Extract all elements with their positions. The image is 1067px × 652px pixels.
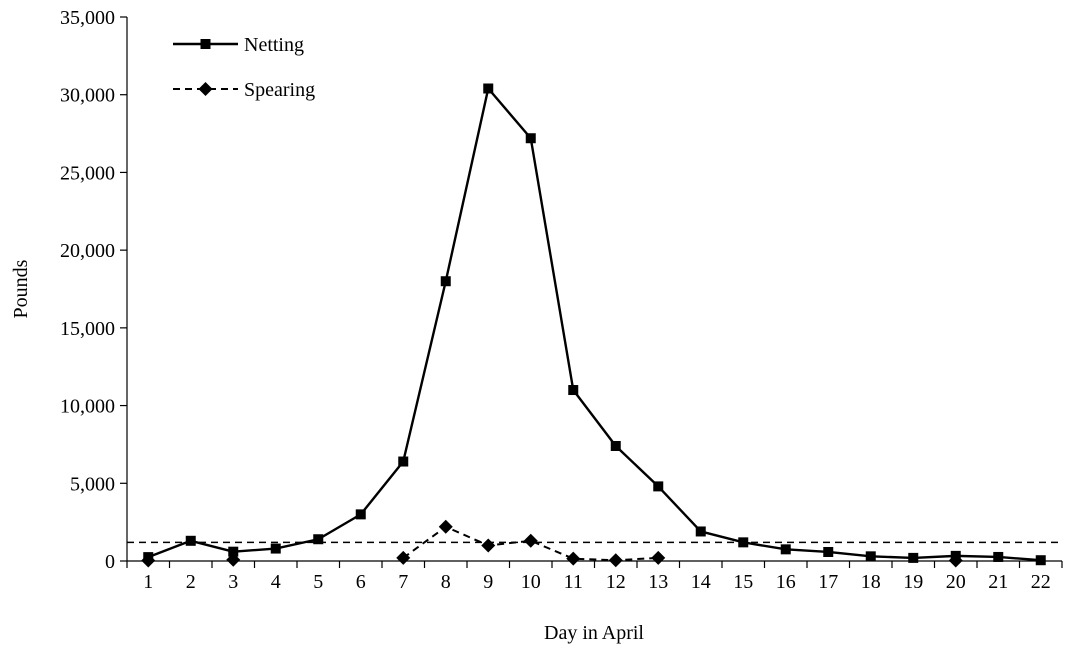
legend-netting-label: Netting: [244, 34, 304, 56]
netting-point: [610, 440, 621, 451]
x-tick-label: 21: [988, 571, 1008, 593]
spearing-point: [226, 552, 241, 567]
legend: Netting Spearing: [173, 34, 315, 101]
netting-point: [483, 83, 494, 94]
netting-point: [185, 535, 196, 546]
x-tick-label: 9: [483, 571, 493, 593]
x-tick-label: 7: [398, 571, 408, 593]
netting-point: [738, 537, 749, 548]
y-tick-label: 5,000: [70, 473, 115, 495]
legend-netting-marker: [200, 39, 211, 49]
netting-point: [908, 552, 919, 563]
netting-point: [653, 481, 664, 492]
x-tick-label: 13: [648, 571, 668, 593]
series-layer: [141, 83, 1046, 568]
x-tick-label: 19: [903, 571, 923, 593]
y-axis-title: Pounds: [10, 259, 32, 318]
x-tick-label: 15: [733, 571, 753, 593]
spearing-point: [948, 553, 963, 568]
netting-point: [1035, 555, 1046, 566]
x-tick-label: 4: [271, 571, 281, 593]
x-tick-label: 8: [441, 571, 451, 593]
netting-point: [440, 276, 451, 287]
spearing-point: [566, 551, 581, 566]
x-tick-label: 3: [228, 571, 238, 593]
x-tick-label: 18: [861, 571, 881, 593]
netting-point: [398, 456, 409, 467]
x-tick-label: 20: [946, 571, 966, 593]
x-tick-label: 14: [691, 571, 711, 593]
series-spearing: [141, 519, 963, 568]
spearing-point: [608, 553, 623, 568]
netting-line: [147, 87, 1041, 562]
series-netting: [143, 83, 1046, 566]
spearing-point: [438, 519, 453, 534]
x-tick-label: 1: [143, 571, 153, 593]
x-tick-label: 12: [606, 571, 626, 593]
x-axis-title: Day in April: [544, 622, 644, 644]
netting-point: [525, 133, 536, 144]
x-tick-label: 6: [356, 571, 366, 593]
x-tick-label: 2: [186, 571, 196, 593]
x-tick-label: 17: [818, 571, 838, 593]
x-tick-label: 16: [776, 571, 796, 593]
y-tick-label: 10,000: [60, 396, 115, 418]
spearing-point: [141, 553, 156, 568]
netting-point: [695, 526, 706, 537]
spearing-point: [651, 550, 666, 565]
spearing-point: [396, 550, 411, 565]
y-tick-label: 25,000: [60, 162, 115, 184]
netting-point: [865, 551, 876, 562]
netting-point: [228, 546, 239, 557]
x-tick-label: 10: [521, 571, 541, 593]
y-ticks: 0 5,000 10,000 15,000 20,000 25,000 30,000 35,0…: [60, 7, 127, 573]
netting-point: [823, 546, 834, 557]
y-tick-label: 30,000: [60, 85, 115, 107]
legend-spearing-marker: [198, 82, 213, 96]
netting-point: [568, 385, 579, 396]
y-tick-label: 15,000: [60, 318, 115, 340]
legend-spearing-label: Spearing: [244, 79, 315, 101]
netting-point: [355, 509, 366, 520]
y-tick-label: 20,000: [60, 240, 115, 262]
x-ticks: 1 2 3 4 5 6 7 8 9 10 11 12 13 14 15 16 17 18 19 20 21 22: [126, 561, 1063, 593]
netting-point: [993, 551, 1004, 562]
y-tick-label: 35,000: [60, 7, 115, 29]
x-tick-label: 11: [564, 571, 583, 593]
netting-point: [780, 544, 791, 555]
netting-point: [313, 534, 324, 545]
netting-point: [270, 543, 281, 554]
spearing-point: [523, 533, 538, 548]
x-tick-label: 22: [1031, 571, 1051, 593]
y-tick-label: 0: [105, 551, 115, 573]
x-tick-label: 5: [313, 571, 323, 593]
spearing-point: [481, 538, 496, 553]
